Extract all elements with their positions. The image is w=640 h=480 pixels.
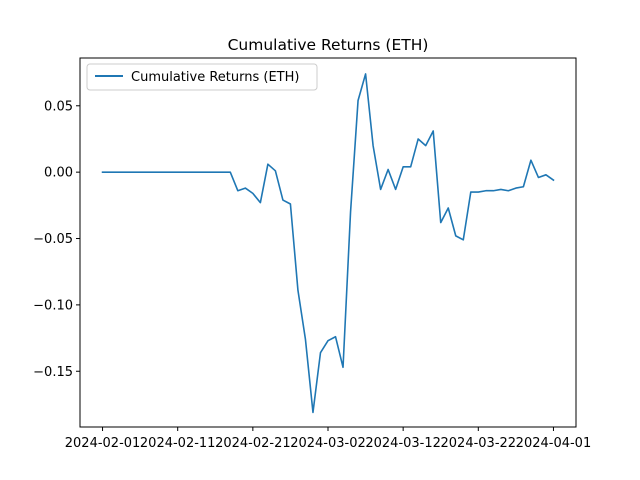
y-tick-label: −0.10 bbox=[33, 298, 73, 313]
y-axis: 0.05 0.00 −0.05 −0.10 −0.15 bbox=[33, 99, 80, 380]
plot-background bbox=[80, 58, 576, 427]
y-tick-label: 0.05 bbox=[44, 99, 73, 114]
x-tick-label: 2024-02-11 bbox=[140, 436, 216, 451]
x-tick-label: 2024-03-02 bbox=[290, 436, 366, 451]
x-tick-label: 2024-02-01 bbox=[65, 436, 141, 451]
y-tick-label: −0.15 bbox=[33, 365, 73, 380]
legend: Cumulative Returns (ETH) bbox=[86, 63, 318, 91]
x-axis: 2024-02-01 2024-02-11 2024-02-21 2024-03-02… bbox=[65, 427, 591, 451]
x-tick-label: 2024-04-01 bbox=[516, 436, 592, 451]
legend-box bbox=[86, 63, 318, 91]
series-points bbox=[102, 73, 554, 413]
plot-area bbox=[80, 58, 576, 427]
x-tick-label: 2024-03-22 bbox=[441, 436, 517, 451]
x-tick-label: 2024-02-21 bbox=[215, 436, 291, 451]
y-tick-label: −0.05 bbox=[33, 232, 73, 247]
legend-label: Cumulative Returns (ETH) bbox=[131, 70, 299, 85]
series-layer bbox=[101, 73, 555, 414]
y-tick-label: 0.00 bbox=[44, 166, 73, 181]
x-tick-label: 2024-03-12 bbox=[365, 436, 441, 451]
plot-frame bbox=[79, 57, 577, 428]
chart-title: Cumulative Returns (ETH) bbox=[228, 36, 429, 54]
